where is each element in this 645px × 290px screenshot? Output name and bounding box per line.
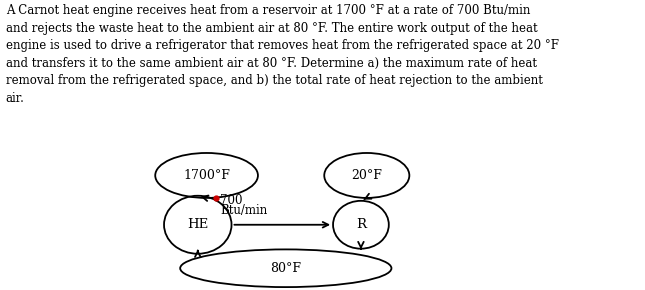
Text: Btu/min: Btu/min — [220, 204, 267, 217]
Text: 700: 700 — [220, 194, 243, 206]
Text: 80°F: 80°F — [270, 262, 301, 275]
Text: 1700°F: 1700°F — [183, 169, 230, 182]
Text: A Carnot heat engine receives heat from a reservoir at 1700 °F at a rate of 700 : A Carnot heat engine receives heat from … — [6, 4, 559, 105]
Text: HE: HE — [187, 218, 208, 231]
Text: R: R — [356, 218, 366, 231]
Text: 20°F: 20°F — [352, 169, 382, 182]
